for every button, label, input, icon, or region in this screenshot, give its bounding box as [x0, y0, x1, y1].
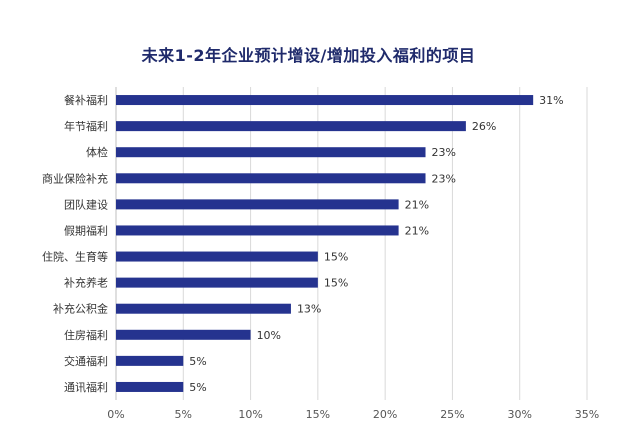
x-tick-label: 35%	[575, 408, 599, 421]
value-label: 26%	[472, 120, 496, 133]
category-label: 餐补福利	[64, 93, 108, 107]
value-label: 5%	[189, 381, 206, 394]
bar	[116, 147, 426, 158]
value-label: 21%	[405, 224, 429, 237]
category-label: 假期福利	[64, 223, 108, 237]
category-label: 补充养老	[64, 276, 108, 290]
category-label: 通讯福利	[64, 380, 108, 394]
category-label: 交通福利	[64, 354, 108, 368]
bar	[116, 355, 184, 366]
bar	[116, 381, 184, 392]
category-label: 补充公积金	[53, 302, 108, 316]
bar	[116, 121, 466, 132]
value-label: 15%	[324, 251, 348, 264]
category-label: 商业保险补充	[42, 171, 108, 185]
bar	[116, 277, 318, 288]
x-tick-label: 0%	[107, 408, 124, 421]
bar	[116, 251, 318, 262]
x-tick-label: 5%	[175, 408, 192, 421]
value-label: 23%	[432, 172, 456, 185]
category-label: 住院、生育等	[42, 250, 108, 264]
x-tick-label: 30%	[507, 408, 531, 421]
bar	[116, 95, 534, 106]
category-label: 体检	[86, 145, 108, 159]
x-tick-label: 25%	[440, 408, 464, 421]
value-label: 21%	[405, 198, 429, 211]
bar	[116, 329, 251, 340]
bar	[116, 303, 291, 314]
bar	[116, 199, 399, 210]
x-tick-label: 15%	[306, 408, 330, 421]
value-label: 23%	[432, 146, 456, 159]
value-label: 5%	[189, 355, 206, 368]
value-label: 10%	[257, 329, 281, 342]
bar	[116, 173, 426, 184]
value-label: 31%	[539, 94, 563, 107]
value-label: 13%	[297, 303, 321, 316]
value-label: 15%	[324, 277, 348, 290]
bar	[116, 225, 399, 236]
category-label: 年节福利	[64, 119, 108, 133]
category-label: 住房福利	[64, 328, 108, 342]
x-tick-label: 10%	[238, 408, 262, 421]
category-label: 团队建设	[64, 197, 108, 211]
x-tick-label: 20%	[373, 408, 397, 421]
chart-title: 未来1-2年企业预计增设/增加投入福利的项目	[141, 46, 476, 65]
